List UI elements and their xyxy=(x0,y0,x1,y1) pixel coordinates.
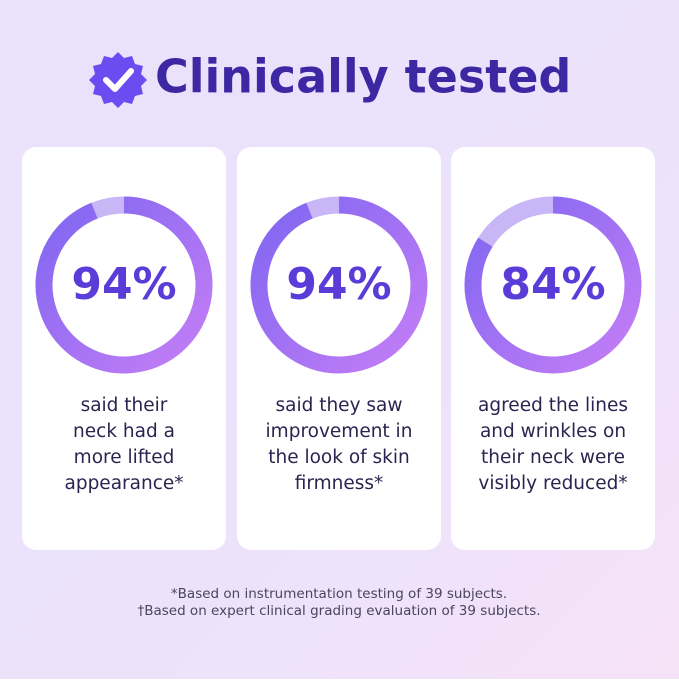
caption-line: said their xyxy=(81,395,168,416)
caption-line: improvement in xyxy=(266,421,413,442)
caption-line: visibly reduced* xyxy=(478,473,627,494)
card xyxy=(237,147,441,550)
footnote: †Based on expert clinical grading evalua… xyxy=(137,603,540,619)
card xyxy=(451,147,655,550)
ring-remainder xyxy=(478,196,554,247)
caption-line: firmness* xyxy=(295,473,384,494)
ring-remainder xyxy=(306,196,340,219)
caption-line: said they saw xyxy=(275,395,402,416)
caption-line: agreed the lines xyxy=(478,395,628,416)
footnote: *Based on instrumentation testing of 39 … xyxy=(171,586,507,602)
badge-icon xyxy=(89,52,147,108)
ring-value xyxy=(464,196,642,374)
caption-line: and wrinkles on xyxy=(480,421,626,442)
caption-line: appearance* xyxy=(64,473,183,494)
value-label: 94% xyxy=(71,259,176,310)
ring-value xyxy=(35,196,213,374)
caption-line: their neck were xyxy=(481,447,625,468)
ring-value xyxy=(250,196,428,374)
value-label: 84% xyxy=(500,259,605,310)
caption-line: the look of skin xyxy=(268,447,410,468)
card xyxy=(22,147,226,550)
caption-line: more lifted xyxy=(74,447,175,468)
ring-remainder xyxy=(91,196,125,219)
caption-line: neck had a xyxy=(73,421,175,442)
title: Clinically tested xyxy=(155,50,571,104)
value-label: 94% xyxy=(286,259,391,310)
